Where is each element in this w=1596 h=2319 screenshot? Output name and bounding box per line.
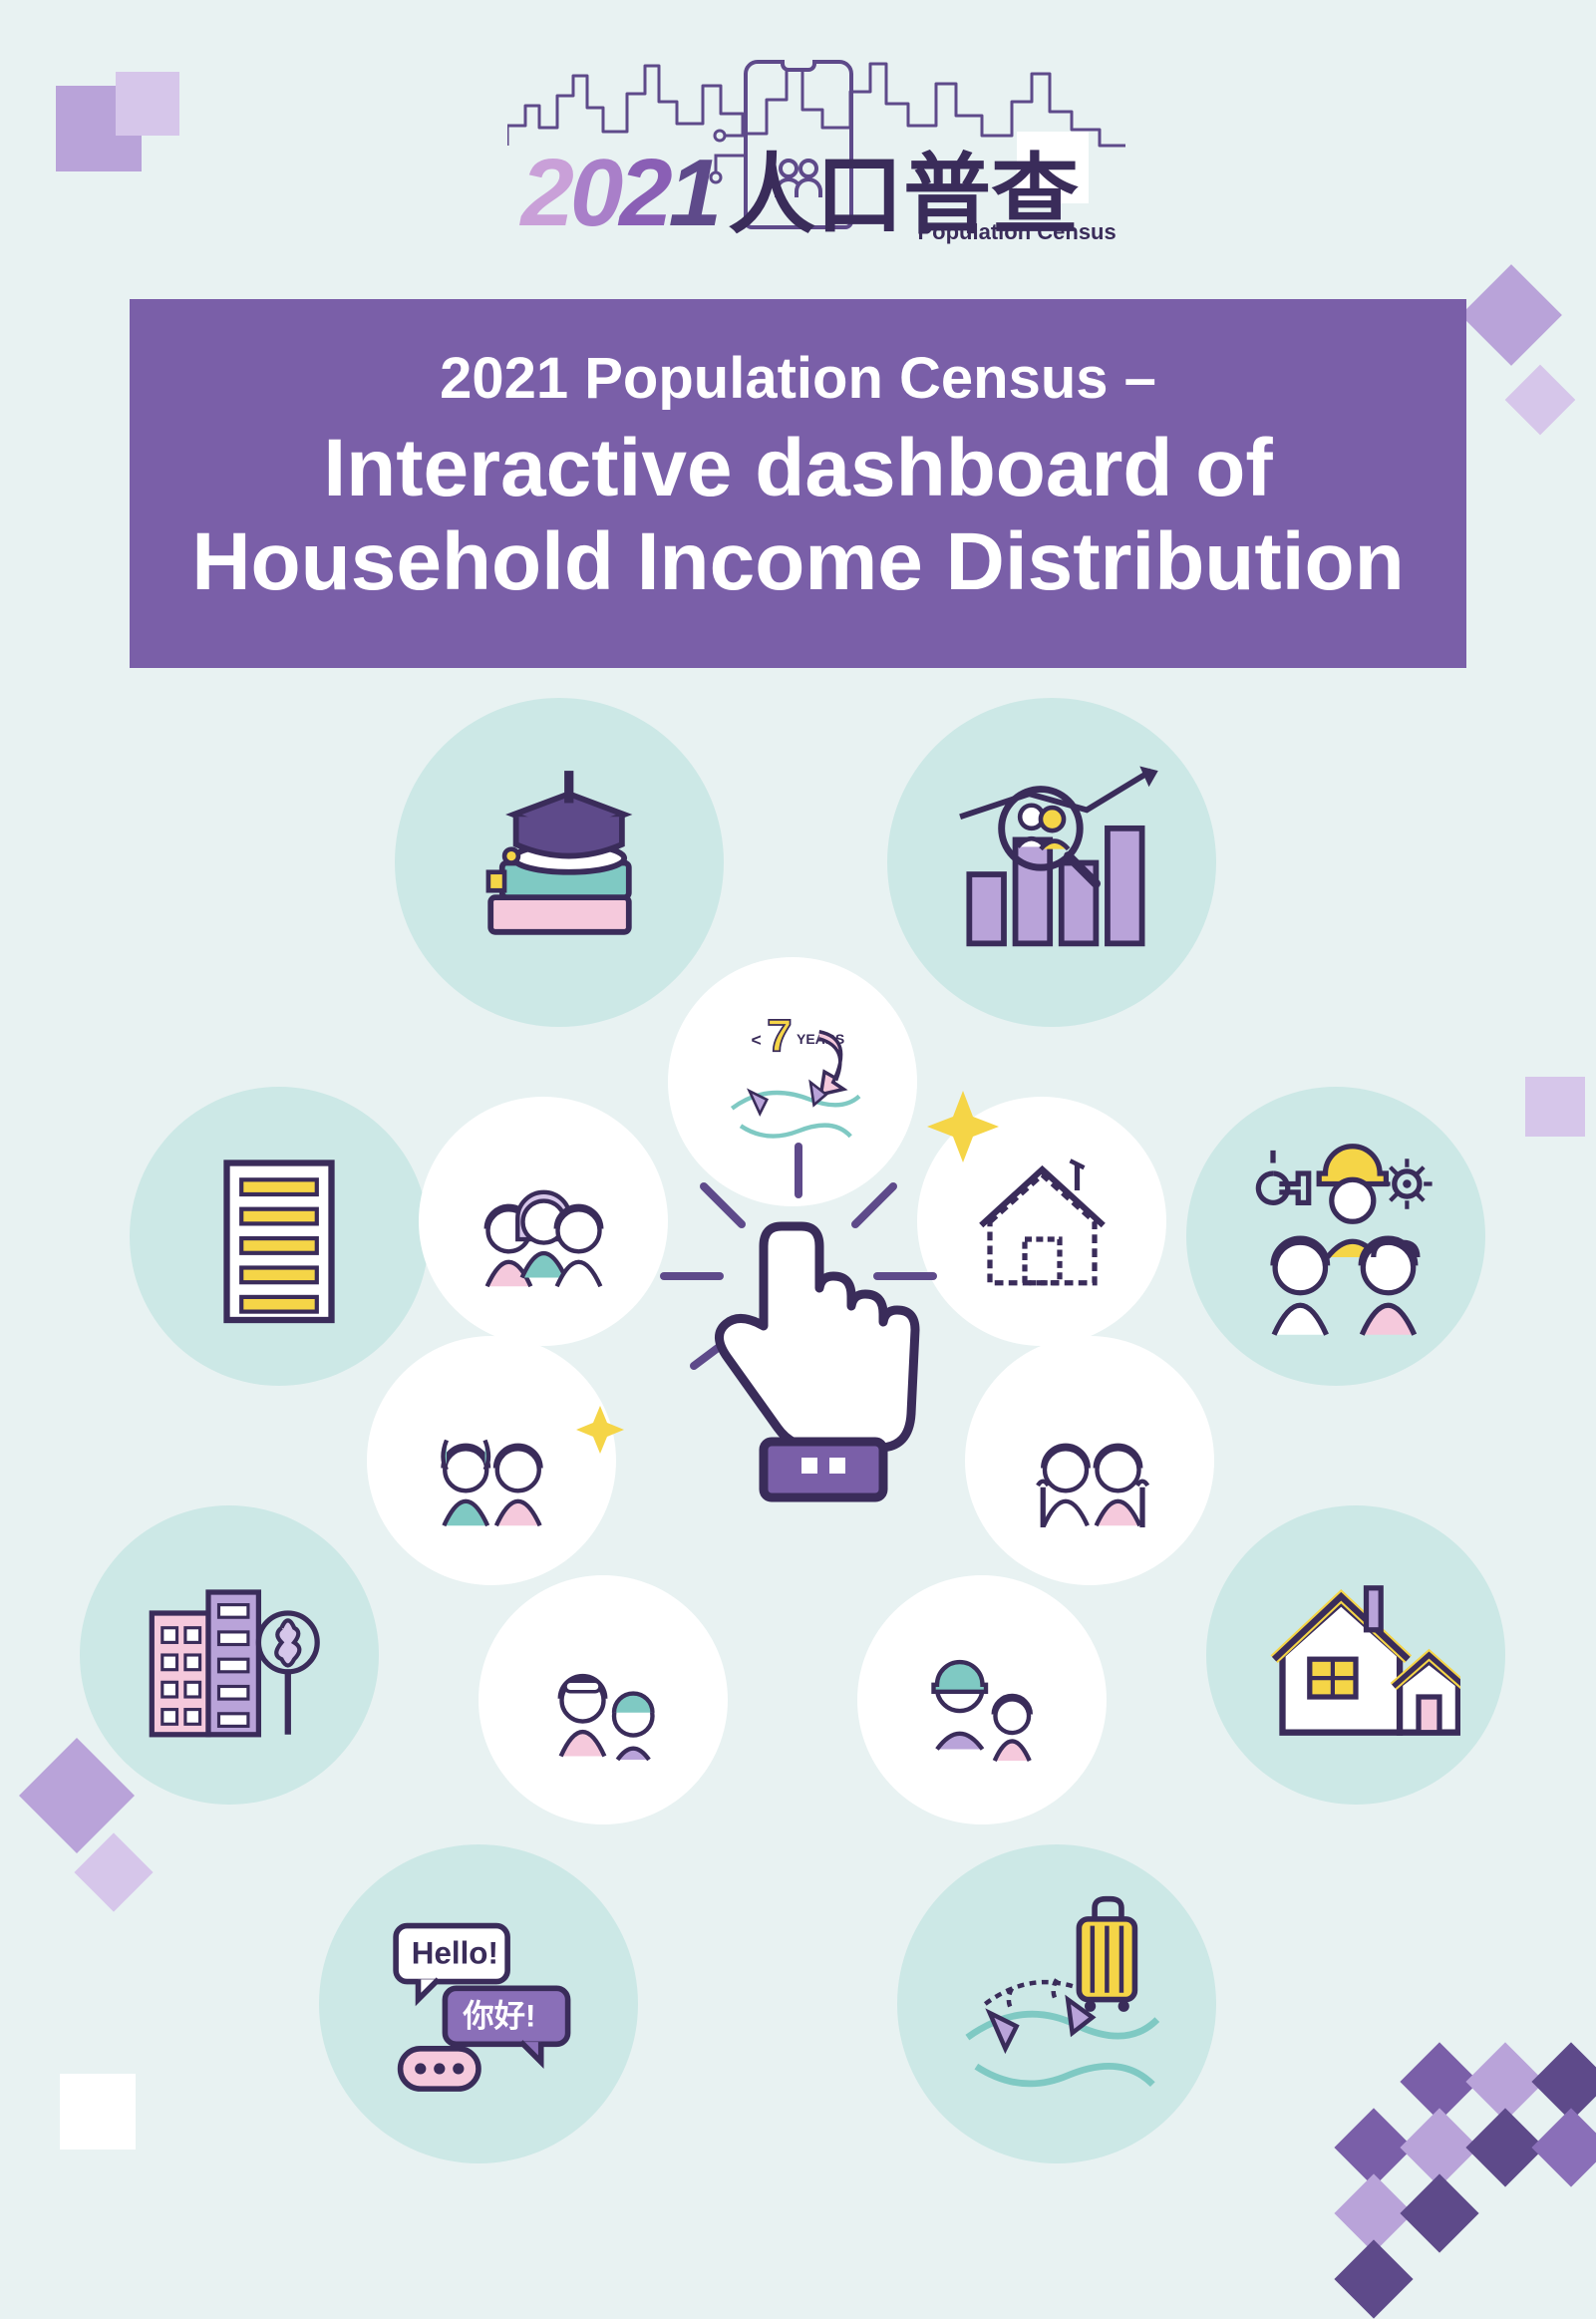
elders-bubble <box>965 1336 1214 1585</box>
svg-text:<: < <box>751 1029 761 1049</box>
travel-bubble <box>897 1844 1216 2163</box>
logo-subtitle: Population Census <box>918 219 1117 245</box>
title-banner: 2021 Population Census – Interactive das… <box>130 299 1466 668</box>
language-bubble: Hello! 你好! <box>319 1844 638 2163</box>
couple1-bubble <box>367 1336 616 1585</box>
education-bubble <box>395 698 724 1027</box>
title-line2: Interactive dashboard of Household Incom… <box>169 422 1427 610</box>
decorative-square <box>1505 365 1576 436</box>
title-line1: 2021 Population Census – <box>169 345 1427 412</box>
house2-bubble <box>1206 1505 1505 1805</box>
ethnic-bubble <box>419 1097 668 1346</box>
infographic-area: < 7 YEARS <box>0 678 1596 2173</box>
chart-bubble <box>887 698 1216 1027</box>
parent2-bubble <box>857 1575 1107 1824</box>
decorative-square <box>116 72 179 136</box>
workers-bubble <box>1186 1087 1485 1386</box>
parent1-bubble <box>479 1575 728 1824</box>
skyline-icon <box>507 56 1125 148</box>
census-logo: 2021 人口普查 Population Census <box>400 60 1197 234</box>
sparkle-icon <box>574 1404 626 1456</box>
svg-text:7: 7 <box>767 1010 792 1061</box>
decorative-square <box>1460 264 1562 366</box>
svg-text:Hello!: Hello! <box>412 1936 498 1971</box>
sparkle-icon <box>923 1087 1003 1166</box>
svg-text:你好!: 你好! <box>462 1998 535 2033</box>
building-bubble <box>130 1087 429 1386</box>
cursor-hand-icon <box>634 1117 963 1515</box>
cityscape-bubble <box>80 1505 379 1805</box>
